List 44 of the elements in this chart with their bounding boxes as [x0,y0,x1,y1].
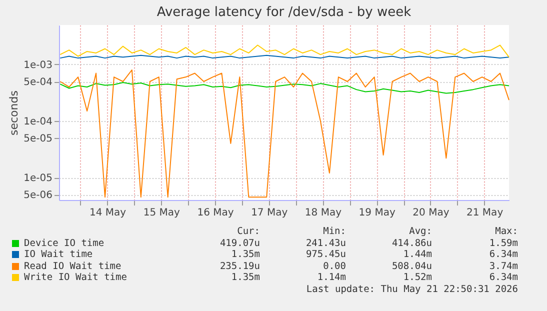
x-tick-label: 21 May [466,208,504,218]
y-tick-label: 5e-05 [24,134,52,145]
line-series [60,82,510,94]
x-tick-label: 18 May [304,208,342,218]
text: 6.34m [488,272,518,284]
y-tick-label: 1e-03 [24,60,52,71]
text: 235.19u [218,260,260,272]
line-series [60,69,510,198]
text: 1.14m [316,272,346,284]
text: 1.35m [230,249,260,260]
text: Cur: [236,226,260,238]
y-axis-title: seconds [8,90,21,136]
text: 1.35m [230,272,260,284]
legend-label: Write IO Wait time [24,272,128,284]
text: Avg: [408,226,432,238]
y-tick-label: 5e-04 [24,77,52,88]
x-tick-label: 19 May [358,208,396,218]
x-tick-label: 20 May [412,208,450,218]
text: Max: [494,226,518,238]
text: 975.45u [304,249,346,260]
x-tick-label: 14 May [89,208,126,218]
text: Last update: Thu May 21 22:50:31 2026 [305,284,518,295]
text: 1.52m [402,272,432,284]
y-tick-label: 1e-04 [24,116,52,128]
text: 508.04u [390,260,432,272]
y-tick-label: 5e-06 [24,190,52,202]
chart-title: Average latency for /dev/sda - by week [156,5,412,20]
text: 241.43u [304,238,346,249]
text: 6.34m [488,249,518,260]
line-series [60,44,510,58]
text: 1.59m [488,238,518,249]
text: 3.74m [488,260,518,272]
legend-label: Read IO Wait time [24,260,122,272]
text: Min: [322,226,346,238]
legend-label: IO Wait time [24,249,94,260]
x-tick-label: 15 May [143,208,180,218]
text: 0.00 [322,260,346,272]
legend-label: Device IO time [24,238,106,249]
text: 414.86u [390,238,432,249]
x-tick-label: 17 May [251,208,288,218]
text: 419.07u [218,238,260,249]
y-tick-label: 1e-05 [24,173,52,184]
x-tick-label: 16 May [197,208,234,218]
text: 1.44m [402,249,432,260]
